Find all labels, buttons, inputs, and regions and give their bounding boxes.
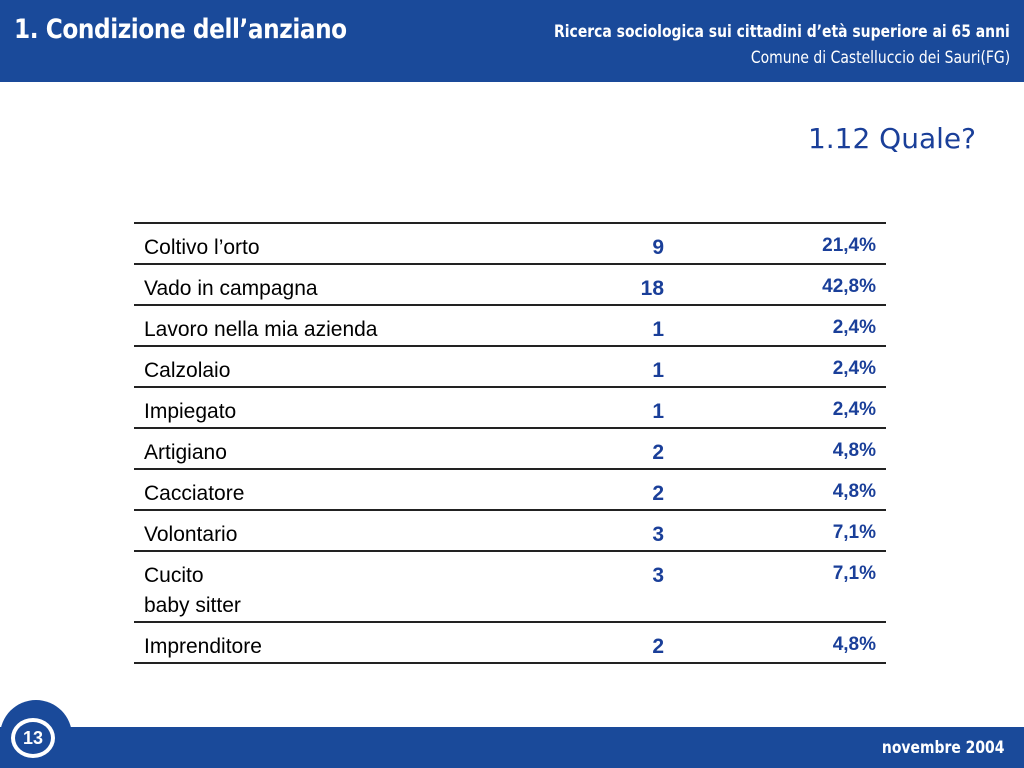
- table-row: Calzolaio 1 2,4%: [134, 346, 886, 387]
- row-percentage: 4,8%: [832, 634, 876, 655]
- row-count: 1: [652, 359, 664, 382]
- row-label: Artigiano: [134, 428, 574, 469]
- table-row: Cucito baby sitter 3 7,1%: [134, 551, 886, 622]
- row-count: 2: [652, 482, 664, 505]
- row-label-line: Coltivo l’orto: [144, 236, 260, 259]
- row-label-line: Volontario: [144, 523, 238, 546]
- row-percentage: 7,1%: [832, 522, 876, 543]
- row-label-line: Lavoro nella mia azienda: [144, 318, 378, 341]
- row-count: 9: [652, 236, 664, 259]
- table-row: Artigiano 2 4,8%: [134, 428, 886, 469]
- row-percentage: 42,8%: [822, 276, 876, 297]
- table-row: Imprenditore 2 4,8%: [134, 622, 886, 663]
- footer-date: novembre 2004: [881, 738, 1004, 758]
- results-table-body: Coltivo l’orto 9 21,4% Vado in campagna 18 42…: [134, 223, 886, 663]
- row-percentage: 2,4%: [832, 399, 876, 420]
- table-row: Coltivo l’orto 9 21,4%: [134, 223, 886, 264]
- row-count: 2: [652, 635, 664, 658]
- row-label: Cacciatore: [134, 469, 574, 510]
- row-count: 2: [652, 441, 664, 464]
- row-label: Volontario: [134, 510, 574, 551]
- row-count: 1: [652, 400, 664, 423]
- table-row: Cacciatore 2 4,8%: [134, 469, 886, 510]
- row-percentage: 21,4%: [822, 235, 876, 256]
- row-label-line: Impiegato: [144, 400, 237, 423]
- row-label-line: baby sitter: [144, 594, 241, 617]
- row-label-line: Imprenditore: [144, 635, 262, 658]
- research-subtitle: Ricerca sociologica sui cittadini d’età …: [554, 22, 1010, 42]
- header-bar: [0, 0, 1024, 82]
- results-table: Coltivo l’orto 9 21,4% Vado in campagna 18 42…: [134, 222, 886, 664]
- row-count: 1: [652, 318, 664, 341]
- section-title: 1. Condizione dell’anziano: [14, 14, 347, 45]
- row-label: Coltivo l’orto: [134, 223, 574, 264]
- row-label: Imprenditore: [134, 622, 574, 663]
- row-count: 3: [652, 564, 664, 587]
- table-row: Vado in campagna 18 42,8%: [134, 264, 886, 305]
- row-label: Lavoro nella mia azienda: [134, 305, 574, 346]
- table-row: Lavoro nella mia azienda 1 2,4%: [134, 305, 886, 346]
- row-label-line: Vado in campagna: [144, 277, 318, 300]
- row-percentage: 2,4%: [832, 358, 876, 379]
- row-percentage: 2,4%: [832, 317, 876, 338]
- row-label: Calzolaio: [134, 346, 574, 387]
- row-label: Vado in campagna: [134, 264, 574, 305]
- row-percentage: 4,8%: [832, 440, 876, 461]
- row-label-line: Artigiano: [144, 441, 227, 464]
- table-row: Volontario 3 7,1%: [134, 510, 886, 551]
- row-label-line: Cacciatore: [144, 482, 245, 505]
- row-label: Cucito baby sitter: [134, 551, 574, 622]
- footer-bar: [0, 727, 1024, 768]
- page-number: 13: [15, 722, 51, 754]
- row-label: Impiegato: [134, 387, 574, 428]
- page-number-ring: 13: [9, 716, 57, 760]
- row-label-line: Cucito: [144, 564, 204, 587]
- row-count: 18: [640, 277, 664, 300]
- row-count: 3: [652, 523, 664, 546]
- row-label-line: Calzolaio: [144, 359, 231, 382]
- slide-title: 1.12 Quale?: [807, 122, 976, 155]
- row-percentage: 7,1%: [832, 563, 876, 584]
- municipality-subtitle: Comune di Castelluccio dei Sauri(FG): [750, 48, 1010, 68]
- row-percentage: 4,8%: [832, 481, 876, 502]
- table-row: Impiegato 1 2,4%: [134, 387, 886, 428]
